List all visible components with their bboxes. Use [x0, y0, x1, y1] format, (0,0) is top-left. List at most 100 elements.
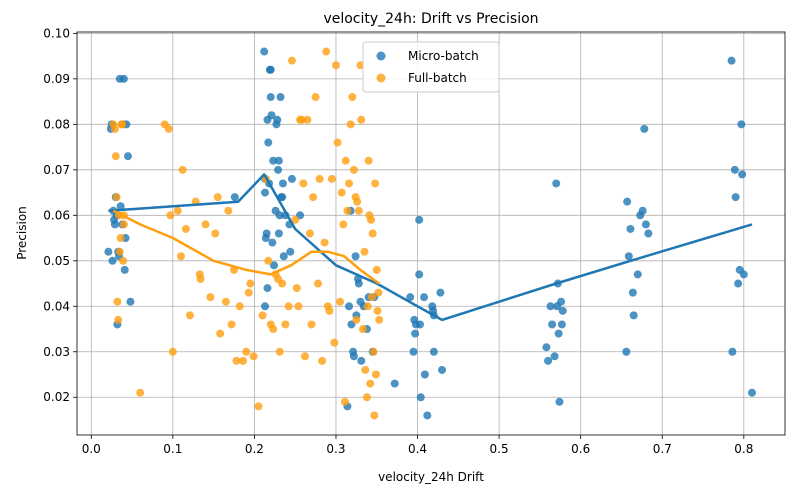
data-point-full-batch: [357, 115, 366, 124]
data-point-micro-batch: [411, 329, 420, 338]
y-tick-label: 0.05: [43, 254, 70, 268]
y-tick-label: 0.08: [43, 117, 70, 131]
data-point-full-batch: [325, 306, 334, 315]
data-point-full-batch: [363, 302, 372, 311]
data-point-full-batch: [249, 352, 258, 361]
data-point-full-batch: [196, 274, 205, 283]
data-point-micro-batch: [436, 288, 445, 297]
data-point-micro-batch: [554, 329, 563, 338]
data-point-full-batch: [361, 365, 370, 374]
x-tick-label: 0.5: [490, 442, 509, 456]
data-point-full-batch: [372, 265, 381, 274]
data-point-micro-batch: [279, 252, 288, 261]
trend-line-full-batch: [112, 209, 380, 285]
series-full-batch: [109, 47, 384, 420]
data-point-full-batch: [264, 256, 273, 265]
data-point-full-batch: [294, 302, 303, 311]
legend-marker-full-batch: [376, 73, 386, 83]
data-point-micro-batch: [266, 93, 275, 102]
data-point-full-batch: [258, 311, 267, 320]
data-point-micro-batch: [555, 397, 564, 406]
data-point-micro-batch: [116, 202, 125, 211]
data-point-full-batch: [112, 193, 121, 202]
plot-frame: [76, 31, 786, 436]
x-tick-label: 0.3: [326, 442, 345, 456]
data-point-full-batch: [216, 329, 225, 338]
y-tick-label: 0.06: [43, 208, 70, 222]
y-axis-label: Precision: [15, 206, 29, 260]
x-tick-label: 0.0: [82, 442, 101, 456]
data-point-micro-batch: [349, 352, 358, 361]
data-point-micro-batch: [266, 65, 275, 74]
data-point-micro-batch: [622, 347, 631, 356]
data-point-full-batch: [116, 234, 125, 243]
data-point-micro-batch: [409, 347, 418, 356]
data-point-micro-batch: [287, 174, 296, 183]
data-point-micro-batch: [628, 288, 637, 297]
data-point-full-batch: [371, 370, 380, 379]
y-tick-label: 0.02: [43, 390, 70, 404]
x-tick-label: 0.4: [408, 442, 427, 456]
data-point-full-batch: [336, 297, 345, 306]
data-point-full-batch: [235, 302, 244, 311]
data-point-micro-batch: [274, 165, 283, 174]
data-point-full-batch: [371, 179, 380, 188]
data-point-micro-batch: [354, 279, 363, 288]
data-point-full-batch: [254, 402, 263, 411]
legend-label-micro-batch: Micro-batch: [408, 49, 479, 63]
data-point-full-batch: [315, 174, 324, 183]
data-point-micro-batch: [734, 279, 743, 288]
data-point-full-batch: [343, 206, 352, 215]
data-point-full-batch: [113, 297, 122, 306]
data-point-micro-batch: [123, 152, 132, 161]
data-point-micro-batch: [260, 47, 269, 56]
data-point-full-batch: [327, 174, 336, 183]
data-point-full-batch: [244, 288, 253, 297]
data-point-full-batch: [173, 206, 182, 215]
data-point-full-batch: [369, 347, 378, 356]
data-point-micro-batch: [275, 211, 284, 220]
data-point-full-batch: [232, 356, 241, 365]
data-point-micro-batch: [629, 311, 638, 320]
data-point-micro-batch: [638, 206, 647, 215]
data-point-full-batch: [339, 220, 348, 229]
legend-label-full-batch: Full-batch: [408, 71, 467, 85]
data-point-full-batch: [314, 279, 323, 288]
data-point-micro-batch: [286, 247, 295, 256]
data-point-full-batch: [348, 93, 357, 102]
y-tick-label: 0.04: [43, 299, 70, 313]
data-point-micro-batch: [731, 193, 740, 202]
data-point-micro-batch: [415, 215, 424, 224]
data-point-full-batch: [366, 379, 375, 388]
x-tick-label: 0.6: [571, 442, 590, 456]
data-point-micro-batch: [110, 220, 119, 229]
data-point-micro-batch: [550, 352, 559, 361]
data-point-micro-batch: [262, 229, 271, 238]
data-point-micro-batch: [420, 370, 429, 379]
data-point-micro-batch: [120, 265, 129, 274]
data-point-micro-batch: [108, 256, 117, 265]
data-point-micro-batch: [269, 261, 278, 270]
data-point-full-batch: [373, 306, 382, 315]
data-point-full-batch: [354, 206, 363, 215]
data-point-full-batch: [185, 311, 194, 320]
data-point-full-batch: [206, 293, 215, 302]
data-point-micro-batch: [261, 188, 270, 197]
data-point-full-batch: [168, 347, 177, 356]
data-point-full-batch: [164, 124, 173, 133]
data-point-micro-batch: [269, 156, 278, 165]
data-point-full-batch: [114, 315, 123, 324]
legend-box: [362, 41, 500, 93]
data-point-full-batch: [291, 215, 300, 224]
data-point-micro-batch: [415, 270, 424, 279]
data-point-micro-batch: [738, 170, 747, 179]
data-point-micro-batch: [278, 193, 287, 202]
data-point-full-batch: [299, 179, 308, 188]
data-point-full-batch: [300, 352, 309, 361]
y-axis-ticks: 0.02 0.03 0.04 0.05 0.06 0.07 0.08 0.09 0.10: [43, 26, 77, 404]
data-point-full-batch: [110, 124, 119, 133]
data-point-micro-batch: [552, 179, 561, 188]
data-point-micro-batch: [357, 356, 366, 365]
data-point-full-batch: [287, 56, 296, 65]
x-tick-label: 0.1: [163, 442, 182, 456]
